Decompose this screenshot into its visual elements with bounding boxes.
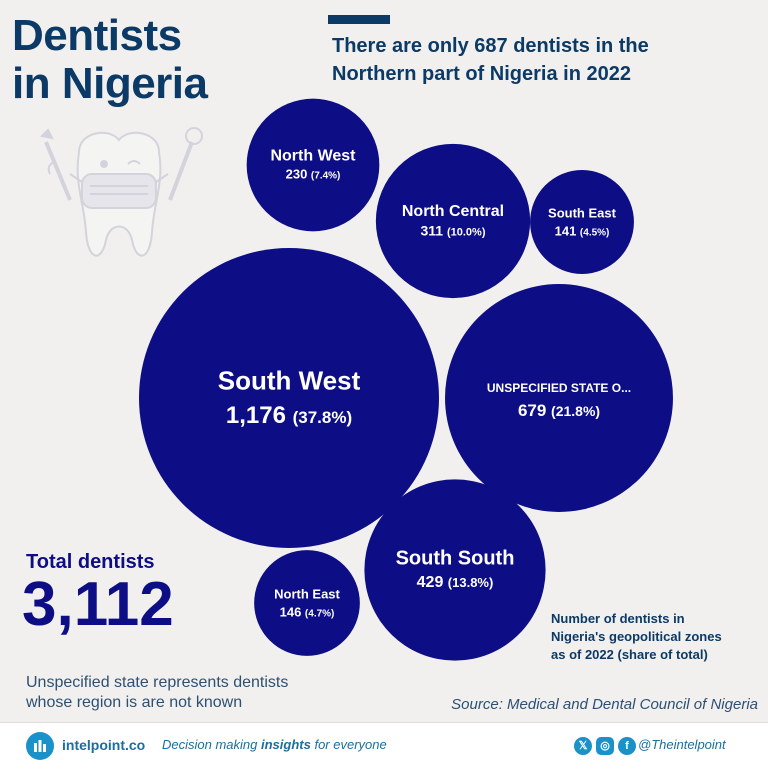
bubble-share-south-west: (37.8%) bbox=[293, 408, 353, 427]
note-line-2: whose region is are not known bbox=[26, 694, 243, 711]
bubble-label-south-south: South South bbox=[396, 547, 515, 569]
bubble-value-unspecified-state-o: 679 (21.8%) bbox=[518, 401, 600, 420]
chart-caption-line-3: as of 2022 (share of total) bbox=[551, 647, 708, 662]
note-line-1: Unspecified state represents dentists bbox=[26, 674, 289, 691]
tagline-post: for everyone bbox=[310, 737, 387, 752]
brand-link[interactable]: intelpoint.co bbox=[62, 737, 146, 753]
bubble-circle-south-west bbox=[139, 248, 439, 548]
bubble-value-north-east: 146 (4.7%) bbox=[280, 605, 335, 620]
source-credit: Source: Medical and Dental Council of Ni… bbox=[451, 696, 758, 713]
bubble-unspecified-state-o: UNSPECIFIED STATE O... 679 (21.8%) bbox=[445, 284, 673, 512]
bubble-value-north-central: 311 (10.0%) bbox=[420, 223, 485, 239]
bubble-label-north-west: North West bbox=[270, 147, 356, 164]
bubble-value-number-north-central: 311 bbox=[420, 223, 446, 239]
bubble-value-number-south-west: 1,176 bbox=[226, 402, 293, 429]
bubble-value-south-west: 1,176 (37.8%) bbox=[226, 402, 352, 429]
accent-bar bbox=[328, 15, 390, 24]
bubble-share-south-south: (13.8%) bbox=[448, 575, 494, 590]
tagline-pre: Decision making bbox=[162, 737, 261, 752]
bubble-share-south-east: (4.5%) bbox=[580, 228, 609, 239]
title-line-1: Dentists bbox=[12, 11, 182, 60]
bubble-value-number-unspecified-state-o: 679 bbox=[518, 401, 551, 420]
facebook-icon[interactable]: f bbox=[618, 737, 636, 755]
tagline-bold: insights bbox=[261, 737, 311, 752]
bubble-label-south-west: South West bbox=[218, 366, 361, 396]
bubble-circle-north-east bbox=[254, 550, 360, 656]
unspecified-note: Unspecified state represents dentists wh… bbox=[26, 673, 326, 713]
bubble-circle-north-central bbox=[375, 143, 531, 299]
bubble-circle-unspecified-state-o bbox=[445, 284, 673, 512]
bubble-share-north-central: (10.0%) bbox=[447, 227, 486, 239]
bubble-south-east: South East 141 (4.5%) bbox=[530, 170, 634, 274]
bubble-value-number-north-west: 230 bbox=[286, 167, 311, 182]
chart-caption: Number of dentists in Nigeria's geopolit… bbox=[551, 610, 751, 664]
bubble-north-east: North East 146 (4.7%) bbox=[254, 550, 360, 656]
bubble-circle-south-south bbox=[364, 479, 546, 661]
page-title: Dentists in Nigeria bbox=[12, 12, 208, 108]
bubble-share-north-west: (7.4%) bbox=[311, 171, 340, 182]
instagram-icon[interactable]: ◎ bbox=[596, 737, 614, 755]
bubble-share-unspecified-state-o: (21.8%) bbox=[551, 403, 600, 419]
bubble-value-south-south: 429 (13.8%) bbox=[417, 574, 494, 591]
bubble-label-unspecified-state-o: UNSPECIFIED STATE O... bbox=[487, 381, 631, 395]
total-dentists-value: 3,112 bbox=[22, 570, 174, 639]
bubble-value-south-east: 141 (4.5%) bbox=[555, 224, 610, 239]
bubble-label-south-east: South East bbox=[548, 205, 617, 220]
bubble-south-west: South West 1,176 (37.8%) bbox=[139, 248, 439, 548]
tooth-mask-icon bbox=[39, 127, 203, 257]
chart-caption-line-1: Number of dentists in bbox=[551, 611, 685, 626]
subtitle-line-1: There are only 687 dentists in the bbox=[332, 35, 649, 57]
intelpoint-logo-icon[interactable] bbox=[26, 732, 54, 760]
x-icon[interactable]: 𝕏 bbox=[574, 737, 592, 755]
bubble-label-north-central: North Central bbox=[402, 203, 504, 220]
bubble-circle-south-east bbox=[530, 170, 634, 274]
bubble-value-number-north-east: 146 bbox=[280, 605, 305, 620]
total-dentists-label: Total dentists bbox=[26, 551, 155, 573]
social-handle[interactable]: @Theintelpoint bbox=[638, 737, 726, 752]
subtitle-line-2: Northern part of Nigeria in 2022 bbox=[332, 63, 631, 85]
subtitle: There are only 687 dentists in the North… bbox=[332, 32, 752, 88]
bubble-circle-north-west bbox=[246, 98, 380, 232]
title-line-2: in Nigeria bbox=[12, 59, 208, 108]
bubble-south-south: South South 429 (13.8%) bbox=[364, 479, 546, 661]
chart-caption-line-2: Nigeria's geopolitical zones bbox=[551, 629, 722, 644]
bubble-value-number-south-east: 141 bbox=[555, 224, 580, 239]
bubble-label-north-east: North East bbox=[274, 586, 340, 601]
bubble-value-north-west: 230 (7.4%) bbox=[286, 167, 341, 182]
tagline: Decision making insights for everyone bbox=[162, 737, 387, 752]
bubble-north-central: North Central 311 (10.0%) bbox=[375, 143, 531, 299]
footer: intelpoint.co Decision making insights f… bbox=[0, 722, 768, 769]
bubble-share-north-east: (4.7%) bbox=[305, 609, 334, 620]
bubble-north-west: North West 230 (7.4%) bbox=[246, 98, 380, 232]
bubble-value-number-south-south: 429 bbox=[417, 574, 448, 591]
